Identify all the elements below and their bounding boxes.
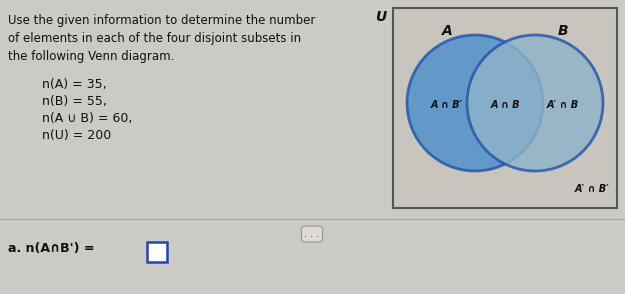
Text: . . .: . . . bbox=[304, 229, 319, 239]
Circle shape bbox=[467, 35, 603, 171]
Text: A: A bbox=[442, 24, 452, 38]
Text: Use the given information to determine the number: Use the given information to determine t… bbox=[8, 14, 316, 27]
Text: the following Venn diagram.: the following Venn diagram. bbox=[8, 50, 174, 63]
Text: n(B) = 55,: n(B) = 55, bbox=[42, 95, 107, 108]
Text: A ∩ B′: A ∩ B′ bbox=[431, 100, 463, 110]
Text: a. n(A∩B') =: a. n(A∩B') = bbox=[8, 242, 94, 255]
Text: A ∩ B: A ∩ B bbox=[490, 100, 520, 110]
Text: n(U) = 200: n(U) = 200 bbox=[42, 129, 111, 142]
Circle shape bbox=[407, 35, 543, 171]
Text: A′ ∩ B′: A′ ∩ B′ bbox=[574, 184, 609, 194]
Text: n(A ∪ B) = 60,: n(A ∪ B) = 60, bbox=[42, 112, 132, 125]
FancyBboxPatch shape bbox=[147, 242, 167, 262]
FancyBboxPatch shape bbox=[393, 8, 617, 208]
Text: A′ ∩ B: A′ ∩ B bbox=[547, 100, 579, 110]
Text: U: U bbox=[375, 10, 386, 24]
Text: B: B bbox=[558, 24, 568, 38]
Text: n(A) = 35,: n(A) = 35, bbox=[42, 78, 107, 91]
Text: of elements in each of the four disjoint subsets in: of elements in each of the four disjoint… bbox=[8, 32, 301, 45]
